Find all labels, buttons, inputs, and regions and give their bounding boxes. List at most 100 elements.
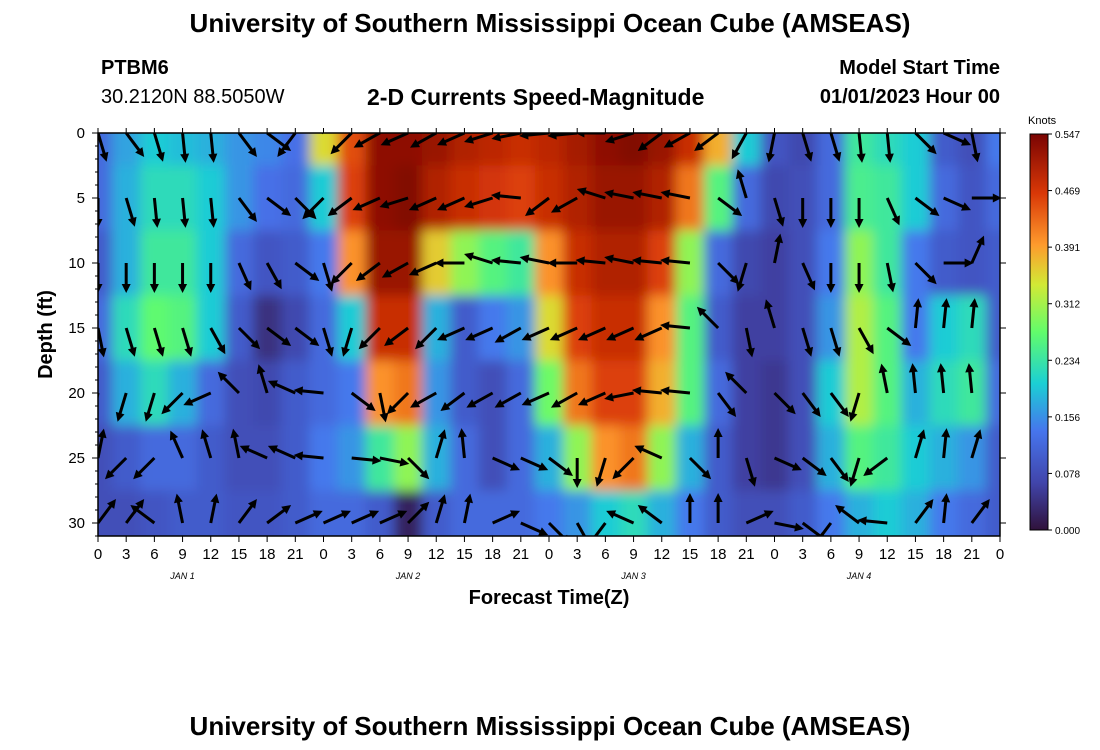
current-arrow	[237, 262, 252, 291]
current-arrow	[237, 133, 257, 157]
current-arrow	[943, 258, 974, 268]
current-arrow	[494, 326, 522, 343]
x-tick-label: 0	[94, 546, 102, 563]
current-arrow	[848, 457, 861, 487]
current-arrow	[884, 133, 894, 163]
heat-cell	[591, 360, 620, 426]
heat-cell	[196, 360, 226, 426]
heat-cell	[506, 133, 536, 166]
current-arrow	[302, 196, 325, 220]
heat-cell	[253, 133, 282, 166]
current-arrow	[547, 258, 578, 268]
current-arrow	[294, 510, 323, 525]
heat-cell	[224, 490, 254, 536]
current-arrow	[294, 261, 320, 281]
current-arrow	[713, 493, 723, 523]
current-arrow	[937, 363, 947, 394]
current-arrow	[152, 133, 165, 162]
heat-cell	[98, 165, 113, 231]
current-arrow	[634, 326, 663, 341]
heat-cell	[168, 490, 198, 536]
current-arrow	[914, 261, 937, 285]
heat-cell	[224, 133, 254, 166]
current-arrow	[744, 457, 757, 487]
current-arrow	[857, 327, 874, 355]
heat-cell	[478, 295, 508, 361]
current-arrow	[121, 263, 131, 293]
heat-cell	[393, 295, 423, 361]
current-arrow	[829, 133, 842, 162]
current-arrow	[353, 133, 381, 148]
current-arrow	[550, 391, 578, 408]
current-arrow	[801, 392, 821, 417]
day-label: JAN 3	[620, 571, 646, 581]
x-axis-title: Forecast Time(Z)	[469, 587, 630, 609]
heat-cell	[478, 165, 508, 231]
current-arrow	[637, 133, 663, 151]
current-arrow	[696, 306, 720, 330]
heat-cell	[985, 230, 1000, 296]
heat-cell	[112, 490, 141, 536]
heat-cell	[760, 295, 790, 361]
current-arrow	[434, 429, 447, 459]
x-tick-label: 21	[512, 546, 529, 563]
speed-heatmap	[98, 133, 1000, 536]
current-arrow	[98, 263, 103, 293]
current-arrow	[464, 252, 494, 265]
heat-cell	[253, 425, 282, 491]
heat-cell	[901, 490, 931, 536]
current-arrow	[774, 521, 804, 532]
current-arrow	[575, 522, 587, 536]
current-arrow	[885, 197, 900, 226]
colorbar-tick-label: 0.234	[1055, 356, 1080, 367]
chart-title: University of Southern Mississippi Ocean…	[189, 8, 911, 38]
current-arrow	[606, 326, 635, 341]
heat-cell	[647, 133, 677, 166]
current-arrow	[352, 196, 381, 211]
x-tick-label: 15	[231, 546, 248, 563]
heat-cell	[563, 490, 592, 536]
current-arrow	[265, 262, 282, 290]
heat-cell	[534, 295, 564, 361]
heat-cell	[591, 165, 620, 231]
current-arrow	[98, 133, 109, 162]
current-arrow	[943, 133, 972, 146]
x-tick-label: 6	[376, 546, 384, 563]
heat-cell	[506, 360, 536, 426]
current-arrow	[415, 326, 438, 350]
x-tick-label: 9	[855, 546, 863, 563]
current-arrow	[457, 428, 467, 459]
current-arrow	[407, 456, 430, 480]
current-arrow	[577, 326, 606, 341]
x-tick-label: 18	[484, 546, 501, 563]
current-arrow	[410, 133, 437, 148]
day-label: JAN 4	[846, 571, 872, 581]
current-arrow	[169, 430, 184, 459]
current-arrow	[130, 505, 156, 525]
heat-cell	[506, 295, 536, 361]
current-arrow	[294, 326, 320, 346]
heat-cell	[422, 425, 451, 491]
current-arrow	[200, 429, 213, 459]
current-arrow	[408, 261, 437, 276]
heat-cell	[647, 165, 677, 231]
heat-cell	[98, 360, 113, 426]
heat-cell	[534, 165, 564, 231]
heat-cell	[196, 425, 226, 491]
current-arrow	[878, 363, 889, 394]
colorbar-tick-label: 0.000	[1055, 526, 1080, 537]
heat-cell	[901, 425, 931, 491]
colorbar-unit: Knots	[1028, 115, 1057, 127]
current-arrow	[183, 391, 212, 406]
current-arrow	[765, 133, 776, 163]
heat-cell	[450, 490, 480, 536]
x-tick-label: 6	[827, 546, 835, 563]
heat-cell	[619, 165, 649, 231]
x-tick-label: 3	[348, 546, 356, 563]
current-arrow	[826, 198, 836, 228]
current-arrow	[694, 133, 720, 151]
current-arrow	[266, 326, 292, 346]
current-arrow	[631, 386, 662, 396]
heat-cell	[985, 490, 1000, 536]
heat-cell	[760, 230, 790, 296]
